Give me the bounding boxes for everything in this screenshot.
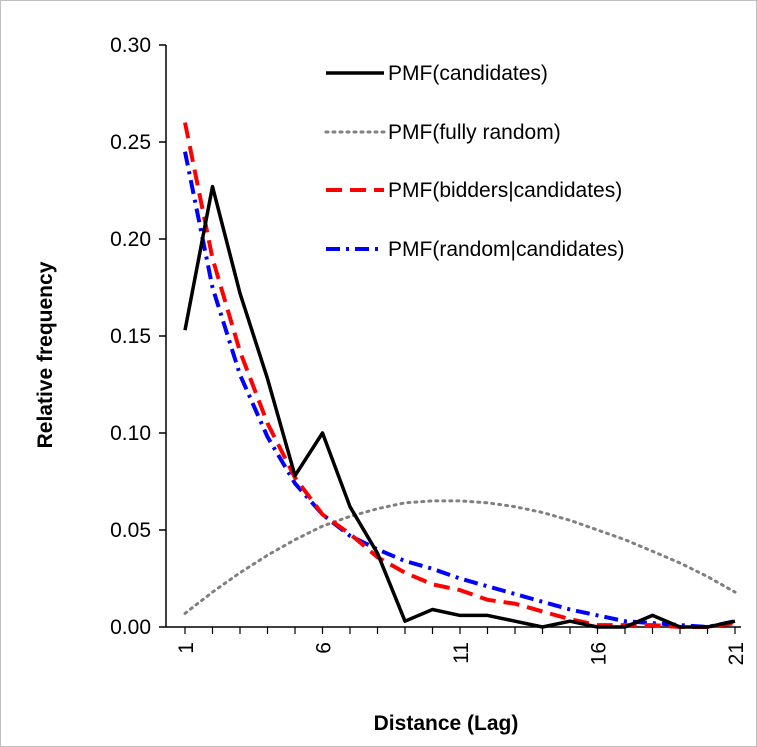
legend: PMF(candidates) PMF(fully random) PMF(bidd… [324,62,625,261]
series-line-4 [183,151,736,629]
y-tick-label: 0.15 [110,325,151,348]
x-tick-label: 16 [588,642,611,665]
x-tick-label: 6 [313,642,336,654]
x-axis-title: Distance (Lag) [374,712,519,735]
series-line-3 [183,122,736,629]
y-tick-label: 0.30 [110,34,151,57]
y-tick-label: 0.05 [110,519,151,542]
y-tick-label: 0.00 [110,616,151,639]
x-tick-label: 1 [175,642,198,654]
legend-label-4: PMF(random|candidates) [388,238,625,261]
x-tick-label: 11 [450,642,473,664]
y-axis-title: Relative frequency [34,261,57,448]
legend-label-2: PMF(fully random) [388,121,561,144]
series-line-2 [183,499,737,615]
legend-label-1: PMF(candidates) [388,62,548,85]
y-tick-label: 0.20 [110,228,151,251]
legend-label-3: PMF(bidders|candidates) [388,179,622,202]
y-tick-label: 0.10 [110,422,151,445]
y-tick-label: 0.25 [110,131,151,154]
axes: 0.000.050.100.150.200.250.301 6 11 16 21 [110,34,748,665]
series-layer [183,122,737,629]
x-tick-label: 21 [725,642,748,665]
series-line-1 [183,184,736,629]
